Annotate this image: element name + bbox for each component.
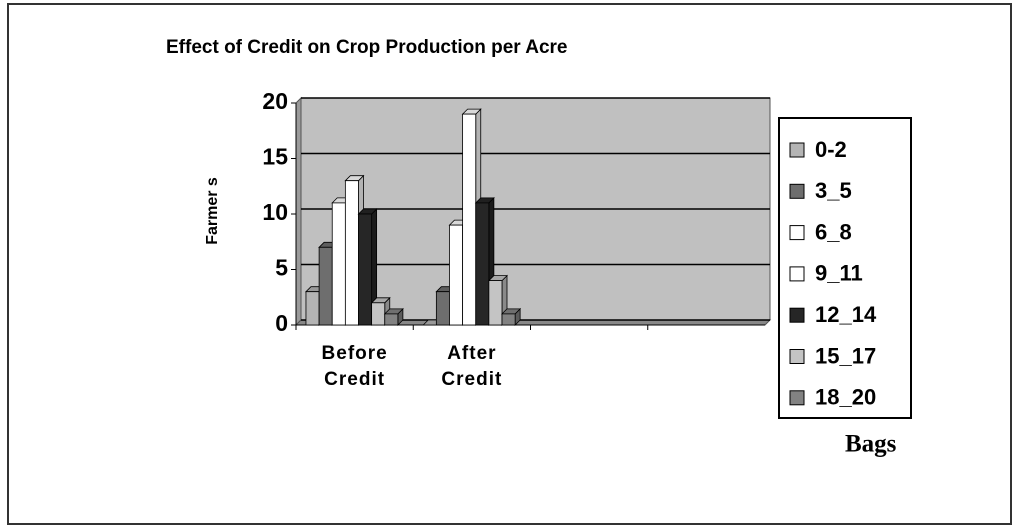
legend-label: 9_11 (815, 261, 863, 286)
legend-swatch (789, 225, 805, 241)
legend-label: 15_17 (815, 343, 876, 368)
bar (371, 302, 386, 326)
bar (435, 291, 450, 326)
y-tick-label: 10 (262, 199, 288, 225)
y-axis-label: Farmer s (204, 177, 221, 245)
bar (384, 313, 399, 326)
x-tick-label: Before Credit (321, 343, 388, 390)
bar (344, 180, 359, 326)
bar (358, 213, 373, 326)
bar (305, 291, 320, 326)
legend-swatch (789, 142, 805, 158)
legend-label: 3_5 (815, 178, 852, 203)
side-wall (295, 96, 302, 327)
legend-label: 6_8 (815, 219, 852, 244)
bar (318, 246, 333, 326)
legend-swatch (789, 266, 805, 282)
x-tick-label: After Credit (441, 343, 503, 390)
legend-label: 18_20 (815, 385, 876, 410)
bar (501, 313, 516, 326)
legend-swatch (789, 390, 805, 406)
bar (449, 224, 464, 326)
legend-swatch (789, 307, 805, 323)
bar (462, 113, 477, 326)
legend-swatch (789, 183, 805, 199)
bar (331, 202, 346, 326)
y-tick-label: 20 (262, 88, 288, 114)
y-tick-label: 15 (262, 144, 288, 170)
bar (488, 280, 503, 326)
chart-title: Effect of Credit on Crop Production per … (166, 37, 568, 58)
bar (475, 202, 490, 326)
legend-swatch (789, 349, 805, 364)
y-tick-label: 5 (275, 255, 288, 281)
y-tick-label: 0 (275, 310, 288, 336)
legend-label: 0-2 (815, 137, 847, 162)
legend-title: Bags (845, 431, 897, 458)
legend-label: 12_14 (815, 302, 877, 327)
